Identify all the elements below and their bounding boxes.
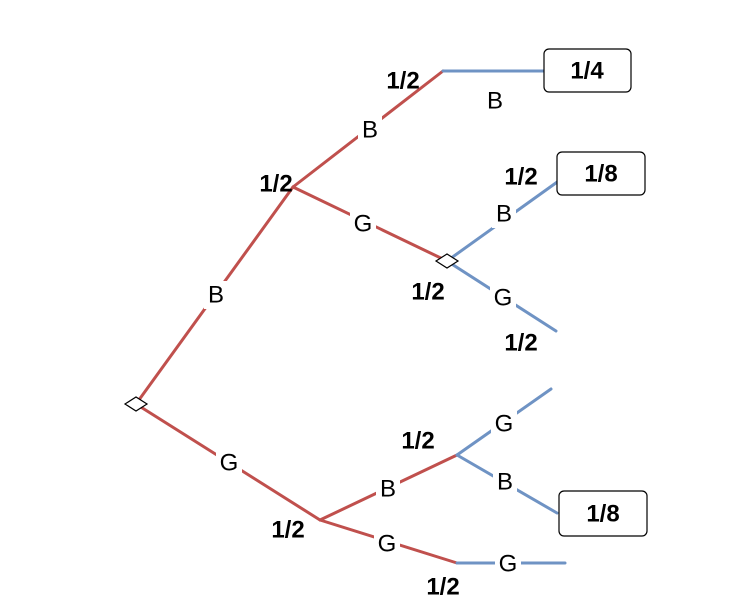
outcome-box-gbb: 1/8 [558,490,648,537]
branch-label-bb-b: B [487,88,503,115]
svg-text:G: G [378,531,397,558]
prob-bg-node: 1/2 [411,279,444,306]
svg-text:1/8: 1/8 [586,501,619,528]
outcome-box-bgb: 1/8 [556,151,646,196]
branch-label-bg-g: G [490,284,516,312]
svg-text:B: B [496,201,512,228]
svg-text:B: B [362,117,378,144]
branch-label-g-b: B [376,475,400,503]
svg-text:G: G [499,551,518,578]
branch-label-gg-g: G [495,550,521,578]
branch-label-root-g: G [216,449,242,477]
bg-node [434,253,460,269]
svg-text:G: G [354,211,373,238]
branch-label-g-g: G [374,530,400,558]
svg-text:G: G [220,450,239,477]
branch-label-bg-b: B [492,200,516,228]
prob-bg-b: 1/2 [504,164,537,191]
svg-text:1/4: 1/4 [570,58,604,85]
root-node [123,396,149,412]
prob-gg: 1/2 [426,574,459,601]
prob-bg-g: 1/2 [504,330,537,357]
branch-label-gb-g: G [491,410,517,438]
outcome-box-bb: 1/4 [543,48,632,93]
branch-label-b-b: B [358,116,382,144]
branch-label-gb-b: B [493,468,517,496]
prob-b-node: 1/2 [259,171,292,198]
svg-text:G: G [494,285,513,312]
prob-gb-node: 1/2 [401,428,434,455]
prob-g-node: 1/2 [271,517,304,544]
svg-text:B: B [380,476,396,503]
svg-text:B: B [208,282,224,309]
branch-label-b-g: G [350,210,376,238]
prob-bb-top: 1/2 [386,68,419,95]
svg-text:1/8: 1/8 [584,161,617,188]
svg-text:B: B [497,469,513,496]
svg-text:G: G [495,411,514,438]
branch-label-root-b: B [204,281,228,309]
